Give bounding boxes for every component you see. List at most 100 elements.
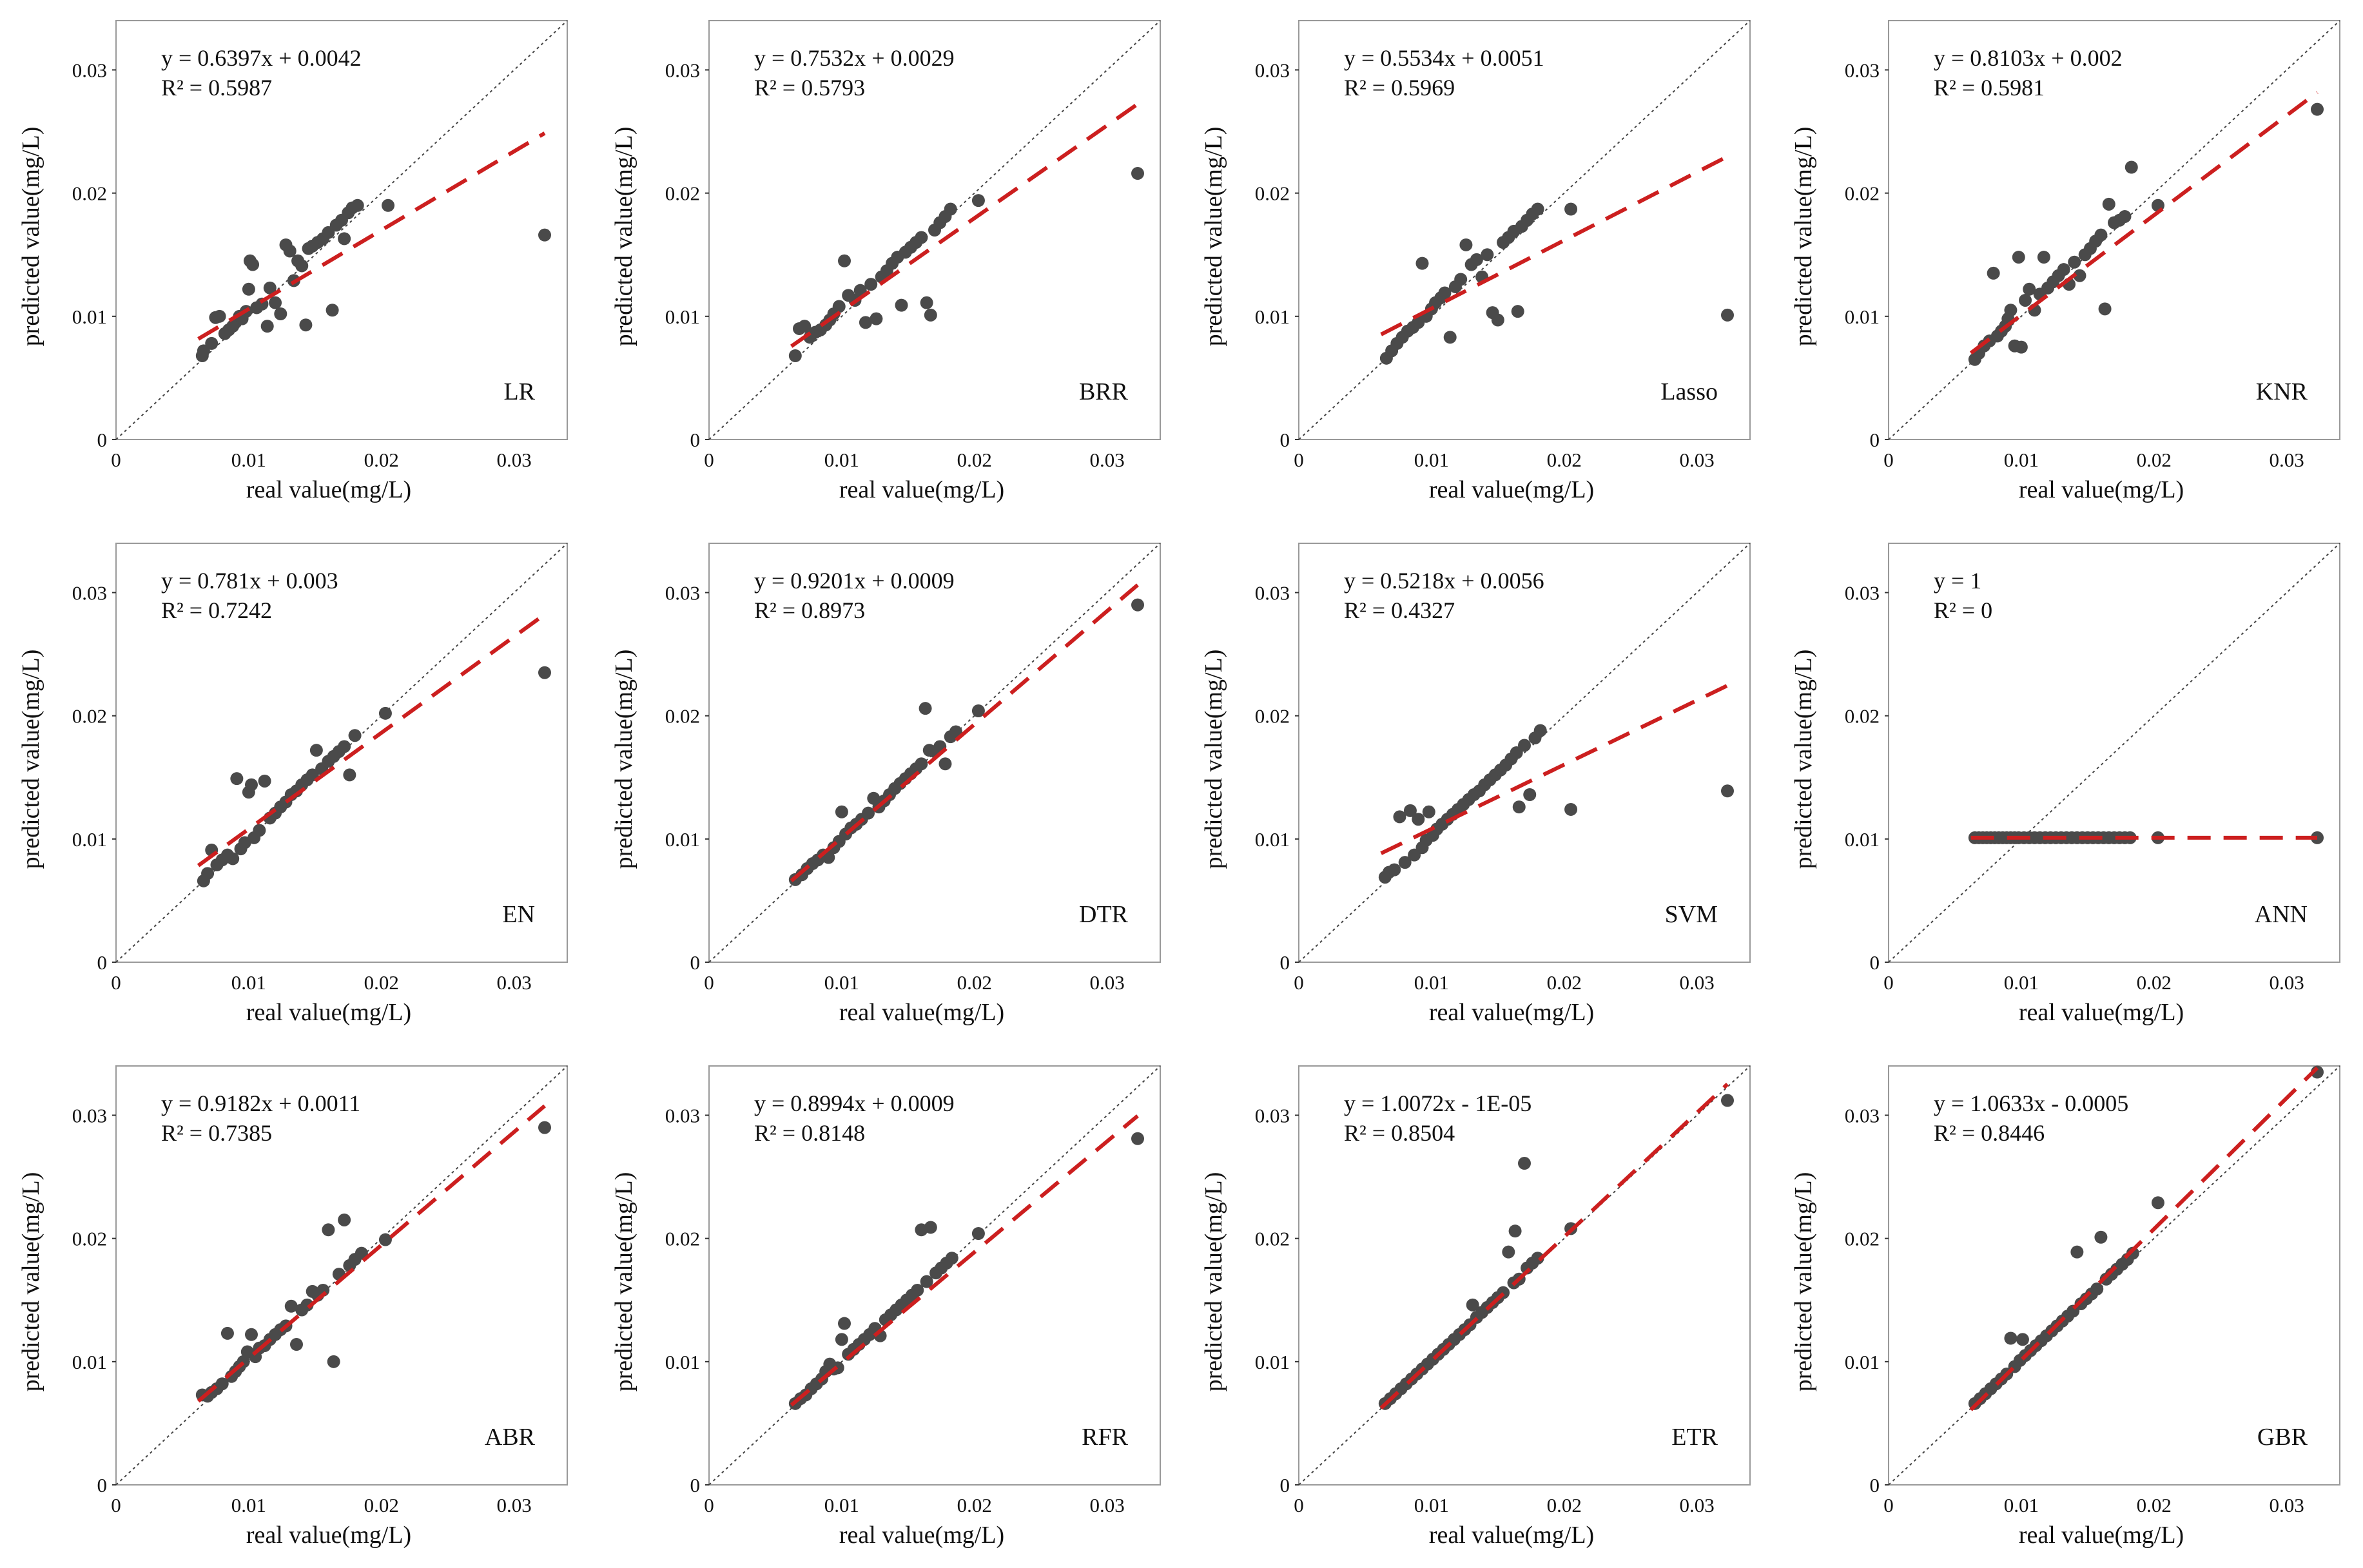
regression-equation: y = 0.781x + 0.003 (161, 568, 338, 594)
y-tick-label: 0.02 (1845, 1228, 1880, 1250)
y-tick-label: 0.02 (1255, 1228, 1290, 1250)
x-tick-label: 0.02 (957, 449, 992, 471)
x-axis-label: real value(mg/L) (839, 1522, 1004, 1549)
regression-equation: y = 0.5218x + 0.0056 (1344, 568, 1544, 594)
data-point (1512, 800, 1526, 814)
model-label: DTR (1079, 901, 1129, 928)
x-tick-label: 0.01 (1414, 449, 1449, 471)
data-point (1721, 784, 1734, 798)
data-point (230, 772, 244, 786)
data-point (915, 231, 928, 244)
x-tick-label: 0.02 (957, 1494, 992, 1516)
y-tick-label: 0.01 (1255, 305, 1290, 328)
data-point (1518, 739, 1531, 752)
data-point (2125, 160, 2138, 174)
regression-line (1379, 1083, 1729, 1409)
data-point (2094, 228, 2108, 242)
data-point (1398, 856, 1412, 869)
data-point (924, 308, 937, 322)
y-tick-label: 0.02 (665, 705, 700, 728)
identity-line (115, 20, 568, 440)
panel-knr: 0 0.01 0.02 0.03 0 0.01 0.02 0.03 y = 0.8103x + … (1773, 0, 2363, 523)
model-label: EN (502, 901, 535, 928)
x-tick-label: 0 (111, 1494, 121, 1516)
data-point (2090, 1282, 2104, 1296)
data-point (919, 702, 932, 715)
x-tick-label: 0.01 (824, 449, 859, 471)
identity-line (1888, 543, 2340, 963)
data-point (326, 304, 339, 317)
data-point (2016, 1333, 2029, 1346)
plot-frame (115, 543, 568, 963)
y-axis-label: predicted value(mg/L) (610, 127, 637, 347)
data-point (859, 316, 872, 329)
y-tick-label: 0.01 (1845, 828, 1880, 851)
plot-frame (1298, 20, 1751, 440)
x-tick-label: 0.02 (1547, 449, 1582, 471)
y-tick-label: 0.03 (665, 59, 700, 81)
x-tick-label: 0.03 (497, 1494, 532, 1516)
x-tick-label: 0.01 (2004, 449, 2039, 471)
x-tick-label: 0.02 (364, 971, 399, 994)
x-tick-label: 0.03 (2270, 971, 2304, 994)
data-point (944, 202, 957, 216)
data-point (1454, 273, 1468, 286)
x-tick-label: 0 (1883, 1494, 1894, 1516)
y-tick-label: 0.03 (72, 581, 107, 604)
data-point (322, 1223, 335, 1237)
model-label: ANN (2255, 901, 2308, 928)
x-tick-label: 0 (111, 449, 121, 471)
data-point (798, 320, 812, 333)
x-axis-label: real value(mg/L) (246, 999, 411, 1026)
data-point (895, 298, 908, 312)
x-tick-label: 0 (1883, 449, 1894, 471)
panel-lr: 0 0.01 0.02 0.03 0 0.01 0.02 0.03 y = 0.6397x + … (0, 0, 590, 523)
model-label: ETR (1671, 1424, 1718, 1451)
x-tick-label: 0.01 (231, 449, 266, 471)
x-tick-label: 0 (1883, 971, 1894, 994)
data-point (2073, 269, 2086, 282)
data-point (343, 768, 356, 782)
y-tick-label: 0.03 (72, 59, 107, 81)
y-axis-label: predicted value(mg/L) (17, 650, 44, 869)
y-tick-label: 0.02 (1255, 182, 1290, 205)
y-axis-label: predicted value(mg/L) (17, 1172, 44, 1392)
regression-equation: y = 0.6397x + 0.0042 (161, 45, 362, 71)
data-point (263, 281, 277, 295)
x-tick-label: 0 (1294, 971, 1304, 994)
y-axis-label: predicted value(mg/L) (1200, 127, 1227, 347)
data-point (205, 336, 219, 350)
data-point (2023, 282, 2036, 296)
panel-etr: 0 0.01 0.02 0.03 0 0.01 0.02 0.03 y = 1.0072x - … (1183, 1045, 1773, 1568)
scatter-plot-abr: 0 0.01 0.02 0.03 0 0.01 0.02 0.03 y = 0.9182x + … (17, 1065, 568, 1549)
y-tick-label: 0.02 (72, 182, 107, 205)
data-point (274, 307, 287, 320)
panel-abr: 0 0.01 0.02 0.03 0 0.01 0.02 0.03 y = 0.9182x + … (0, 1045, 590, 1568)
x-tick-label: 0 (111, 971, 121, 994)
model-label: LR (503, 378, 535, 405)
data-point (2004, 304, 2018, 317)
plot-frame (1298, 1065, 1751, 1486)
data-point (835, 805, 848, 818)
x-tick-label: 0.02 (957, 971, 992, 994)
plot-frame (1888, 20, 2340, 440)
r-squared: R² = 0.5981 (1934, 75, 2045, 101)
x-tick-label: 0.02 (364, 1494, 399, 1516)
x-tick-label: 0.03 (2270, 449, 2304, 471)
data-point (538, 228, 551, 242)
regression-line (1380, 155, 1729, 336)
y-tick-label: 0.01 (665, 828, 700, 851)
regression-equation: y = 1.0072x - 1E-05 (1344, 1090, 1532, 1116)
x-tick-label: 0.02 (1547, 971, 1582, 994)
data-point (835, 1333, 848, 1346)
data-point (213, 309, 226, 323)
r-squared: R² = 0.5987 (161, 75, 272, 101)
y-tick-label: 0.03 (665, 1104, 700, 1127)
y-tick-label: 0 (1870, 1474, 1880, 1496)
data-point (1531, 202, 1544, 216)
x-tick-label: 0.03 (1090, 971, 1125, 994)
x-axis-label: real value(mg/L) (2019, 476, 2184, 503)
data-point (1403, 804, 1417, 817)
data-point (870, 312, 883, 325)
data-point (1470, 253, 1483, 266)
